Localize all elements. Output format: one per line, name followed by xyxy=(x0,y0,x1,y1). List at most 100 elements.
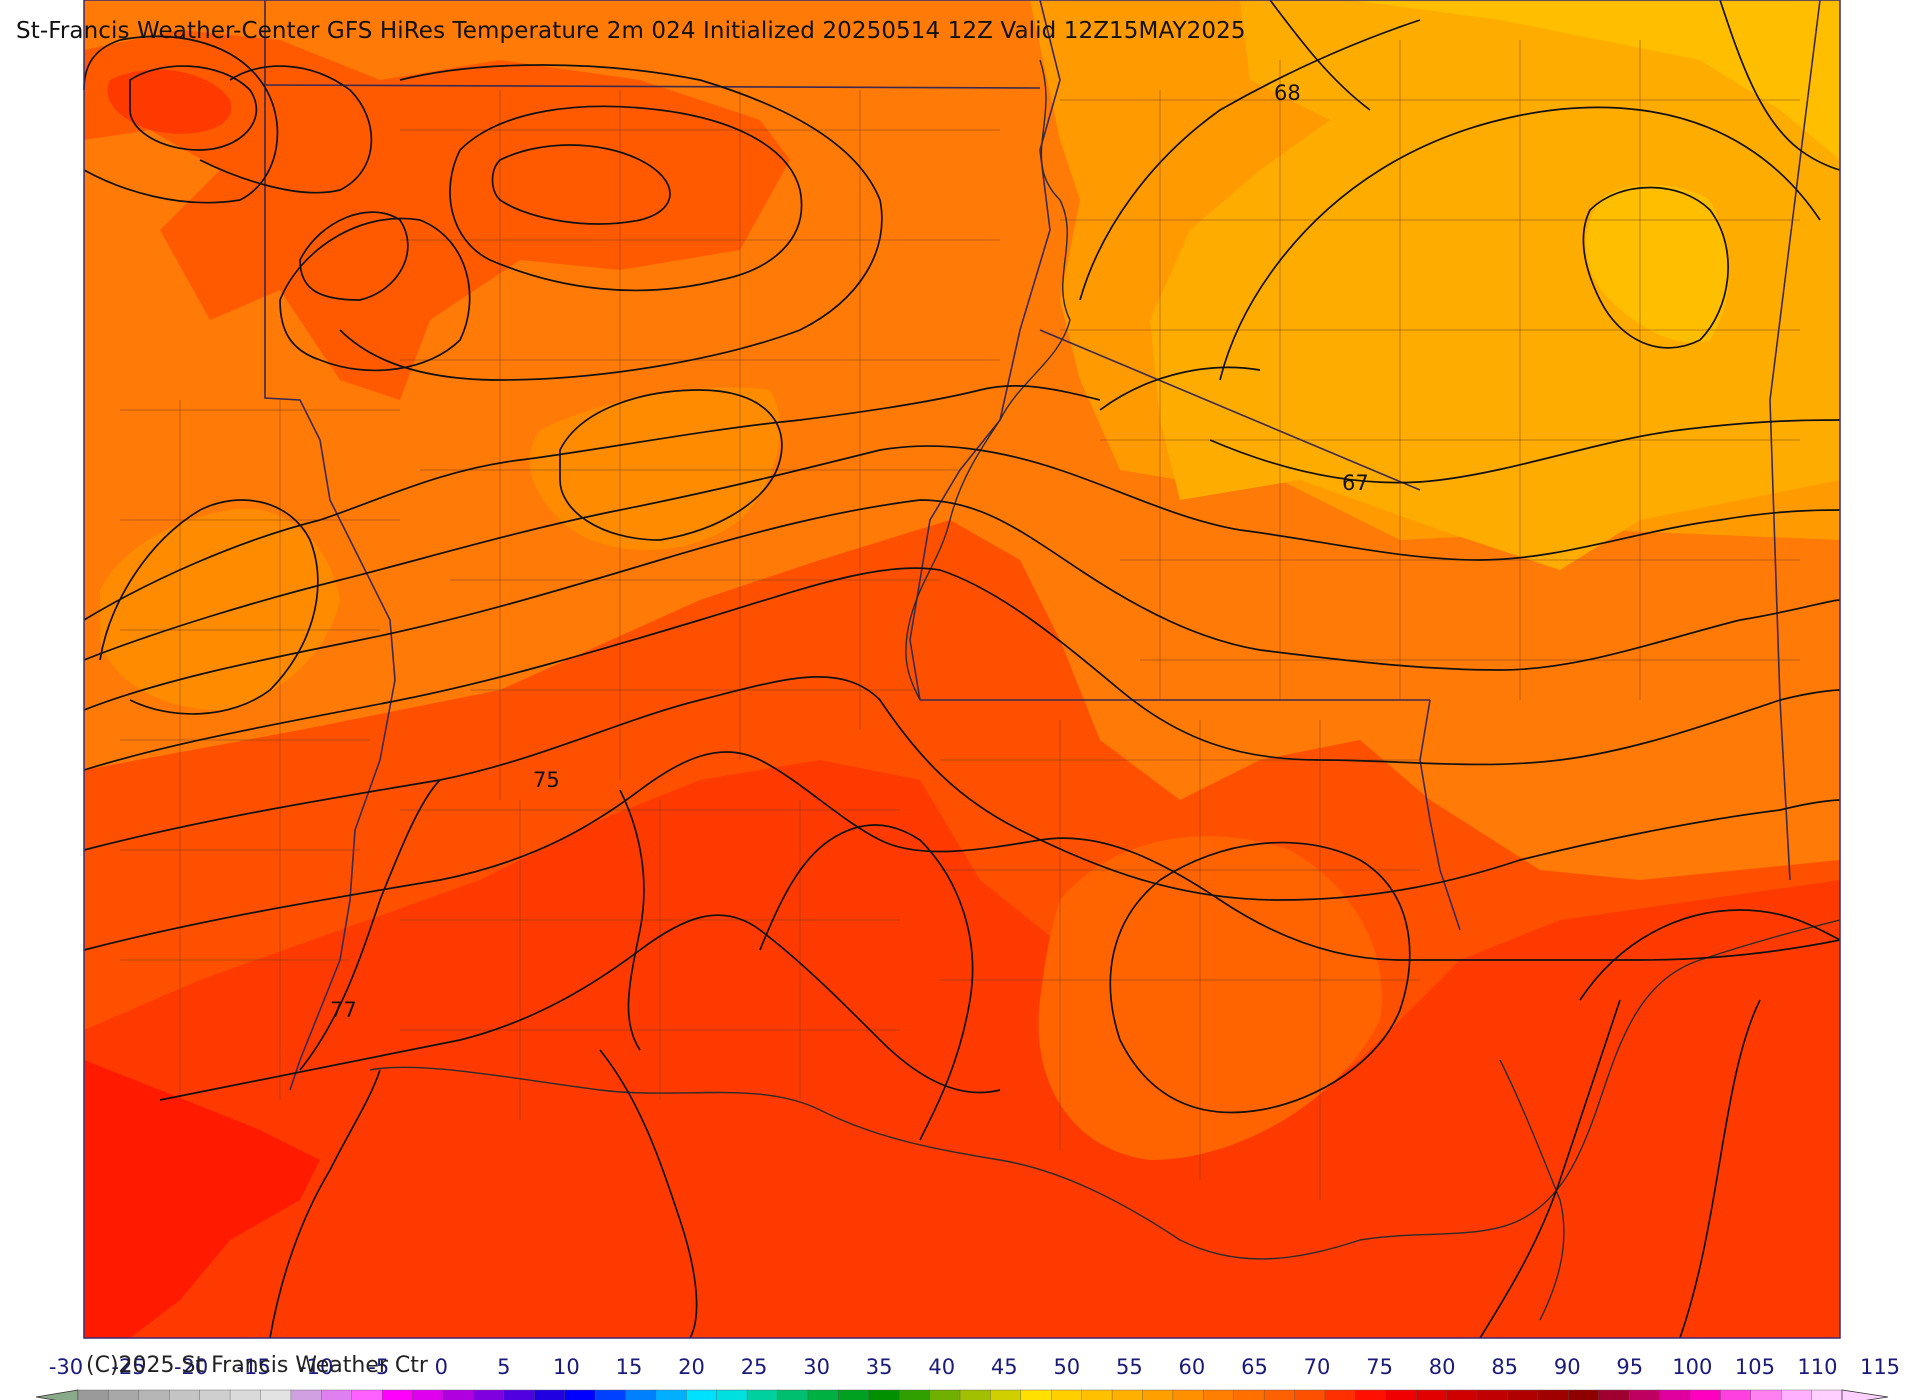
colorbar-tick-label: 25 xyxy=(740,1355,768,1379)
map-frame xyxy=(83,0,1841,1339)
colorbar-swatch xyxy=(199,1389,231,1400)
state-borders xyxy=(264,0,1821,1091)
colorbar-tick-label: 80 xyxy=(1428,1355,1456,1379)
temp-band-63 xyxy=(1350,0,1840,160)
temperature-contours xyxy=(83,0,1841,1339)
contour-label-77: 77 xyxy=(330,998,357,1022)
colorbar-tick-label: -20 xyxy=(173,1355,209,1379)
colorbar-tick-label: 60 xyxy=(1178,1355,1206,1379)
colorbar-swatch xyxy=(442,1389,475,1400)
colorbar-tick-label: -25 xyxy=(111,1355,146,1379)
colorbar-swatch xyxy=(1294,1389,1326,1400)
colorbar-tick-label: 0 xyxy=(434,1355,448,1379)
colorbar-swatch xyxy=(229,1389,262,1400)
temp-band-73-north xyxy=(107,69,232,134)
map-title: St-Francis Weather-Center GFS HiRes Temp… xyxy=(16,18,1246,44)
county-lines xyxy=(120,40,1800,1200)
colorbar-tick-label: 110 xyxy=(1797,1355,1838,1379)
colorbar-tick-label: -10 xyxy=(299,1355,334,1379)
colorbar-swatch xyxy=(1720,1389,1752,1400)
colorbar-swatch xyxy=(1355,1389,1387,1400)
colorbar-tick-label: 20 xyxy=(678,1355,705,1379)
colorbar-swatch xyxy=(1263,1389,1296,1400)
colorbar-swatch xyxy=(412,1389,444,1400)
colorbar-swatch xyxy=(746,1389,779,1400)
colorbar-tick-label: 65 xyxy=(1241,1355,1268,1379)
colorbar-tick-label: 30 xyxy=(803,1355,830,1379)
colorbar-tick-label: 40 xyxy=(928,1355,956,1379)
temp-band-63b xyxy=(1586,185,1729,343)
colorbar-swatch xyxy=(686,1389,718,1400)
colorbar-swatch xyxy=(1081,1389,1113,1400)
colorbar-swatch xyxy=(534,1389,566,1400)
colorbar-swatch xyxy=(1811,1389,1843,1400)
colorbar-tick-label: 15 xyxy=(615,1355,643,1379)
colorbar-tick-label: 10 xyxy=(553,1355,580,1379)
colorbar-swatch xyxy=(594,1389,627,1400)
colorbar-swatch xyxy=(716,1389,748,1400)
colorbar-swatch xyxy=(138,1389,170,1400)
colorbar-tick-label: 70 xyxy=(1303,1355,1331,1379)
colorbar-swatch xyxy=(807,1389,840,1400)
colorbar-min-arrow xyxy=(35,1389,79,1400)
colorbar-tick-label: 35 xyxy=(865,1355,893,1379)
colorbar-swatch xyxy=(868,1389,900,1400)
colorbar-tick-label: 85 xyxy=(1491,1355,1519,1379)
colorbar-swatch xyxy=(1385,1389,1417,1400)
colorbar-swatch xyxy=(838,1389,870,1400)
colorbar-swatch xyxy=(1476,1389,1509,1400)
colorbar-swatch xyxy=(503,1389,535,1400)
colorbar-swatch xyxy=(1659,1389,1691,1400)
colorbar-swatch xyxy=(1568,1389,1600,1400)
colorbar-tick-label: 95 xyxy=(1616,1355,1644,1379)
colorbar-tick-label: -15 xyxy=(236,1355,271,1379)
colorbar-swatch xyxy=(1750,1389,1782,1400)
temp-band-78 xyxy=(84,1060,320,1338)
colorbar-swatch xyxy=(898,1389,931,1400)
colorbar-tick-label: 90 xyxy=(1553,1355,1581,1379)
colorbar-tick-label: 115 xyxy=(1859,1355,1901,1379)
colorbar-swatch xyxy=(1233,1389,1265,1400)
temp-band-76 xyxy=(84,760,1840,1338)
contour-label-68: 68 xyxy=(1274,81,1301,105)
colorbar-swatch xyxy=(777,1389,809,1400)
colorbar-swatch xyxy=(321,1389,353,1400)
temperature-colorbar xyxy=(35,1389,1889,1400)
temp-band-68-center xyxy=(529,387,780,550)
colorbar-swatch xyxy=(1446,1389,1478,1400)
colorbar-swatch xyxy=(564,1389,596,1400)
colorbar-tick-label: 50 xyxy=(1053,1355,1081,1379)
colorbar-swatch xyxy=(1020,1389,1052,1400)
colorbar-swatch xyxy=(1172,1389,1205,1400)
contour-label-75: 75 xyxy=(533,768,560,792)
colorbar-swatch xyxy=(290,1389,323,1400)
colorbar-tick-label: 105 xyxy=(1734,1355,1775,1379)
colorbar-swatch xyxy=(1507,1389,1539,1400)
colorbar-tick-label: 45 xyxy=(990,1355,1018,1379)
colorbar-tick-label: 100 xyxy=(1672,1355,1713,1379)
colorbar-tick-label: 5 xyxy=(497,1355,511,1379)
colorbar-tick-label: -30 xyxy=(48,1355,84,1379)
colorbar-swatch xyxy=(1628,1389,1661,1400)
colorbar-swatch xyxy=(108,1389,140,1400)
colorbar-swatch xyxy=(473,1389,505,1400)
temp-band-64 xyxy=(1150,0,1840,570)
colorbar-swatch xyxy=(169,1389,201,1400)
temp-band-72-north xyxy=(84,30,790,400)
temp-band-72-east xyxy=(1038,836,1382,1160)
colorbar-swatch xyxy=(1203,1389,1235,1400)
colorbar-swatch xyxy=(77,1389,110,1400)
copyright-notice: (C)2025 St Francis Weather Ctr xyxy=(86,1353,428,1378)
colorbar-swatch xyxy=(990,1389,1022,1400)
colorbar-swatch xyxy=(1689,1389,1722,1400)
colorbar-max-arrow xyxy=(1841,1389,1889,1400)
colorbar-swatch xyxy=(1598,1389,1630,1400)
colorbar-swatch xyxy=(625,1389,657,1400)
temp-band-68-west xyxy=(100,508,340,710)
colorbar-swatch xyxy=(1780,1389,1813,1400)
colorbar-swatch xyxy=(1416,1389,1448,1400)
colorbar-swatch xyxy=(260,1389,292,1400)
colorbar-swatch xyxy=(1111,1389,1144,1400)
contour-label-67: 67 xyxy=(1342,471,1369,495)
